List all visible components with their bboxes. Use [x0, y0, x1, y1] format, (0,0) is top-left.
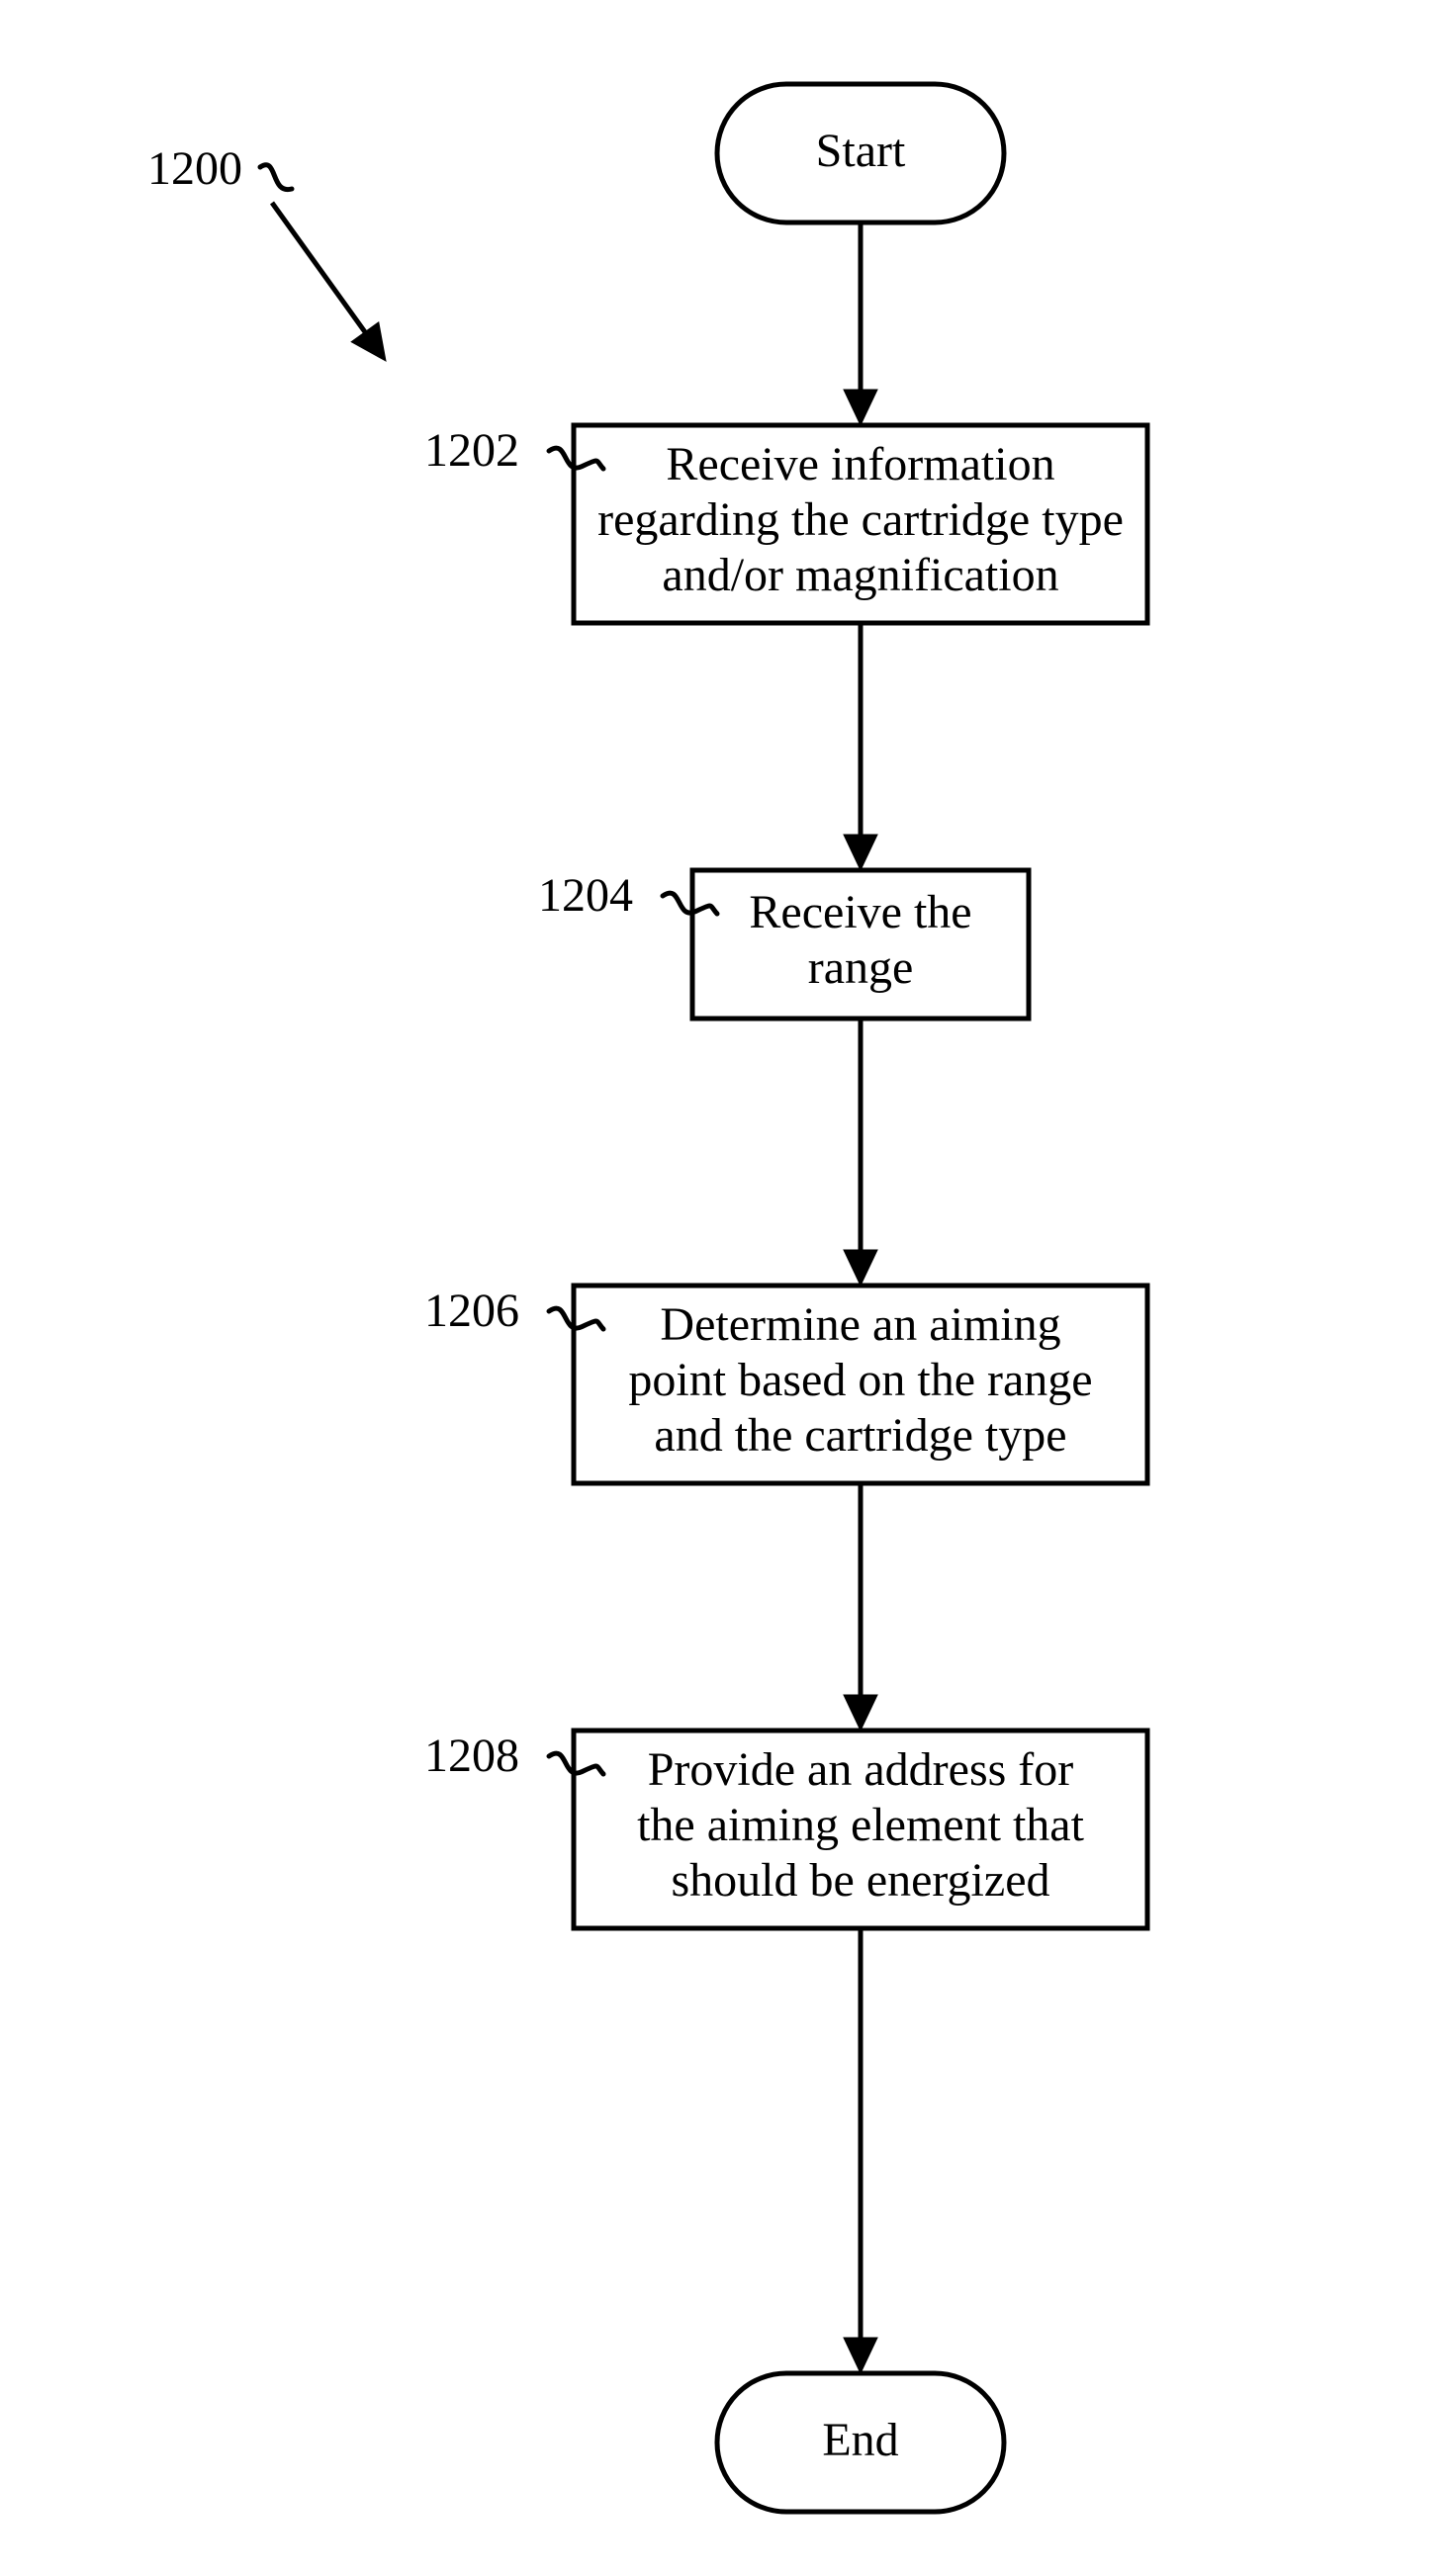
ref-label-1204: 1204	[538, 869, 633, 922]
end-label: End	[822, 2414, 898, 2466]
process-text-1208: Provide an address forthe aiming element…	[637, 1743, 1085, 1907]
figure-ref-arrow-head	[351, 322, 386, 361]
flow-arrow-head	[844, 2338, 877, 2373]
flow-arrow-head	[844, 1695, 877, 1731]
ref-label-1206: 1206	[424, 1285, 519, 1337]
process-text-line: and/or magnification	[662, 549, 1058, 601]
process-text-line: point based on the range	[628, 1354, 1092, 1406]
ref-label-1202: 1202	[424, 424, 519, 477]
start-label: Start	[816, 125, 906, 177]
process-text-line: regarding the cartridge type	[597, 493, 1124, 546]
process-text-line: range	[808, 941, 914, 994]
flow-arrow-head	[844, 1250, 877, 1286]
process-text-1206: Determine an aimingpoint based on the ra…	[628, 1298, 1092, 1462]
flow-arrow-head	[844, 390, 877, 425]
process-text-line: the aiming element that	[637, 1799, 1085, 1851]
process-text-1202: Receive informationregarding the cartrid…	[597, 438, 1124, 601]
process-text-line: Provide an address for	[648, 1743, 1074, 1796]
flow-arrow-head	[844, 835, 877, 870]
process-text-line: Receive the	[749, 886, 971, 938]
process-text-line: Receive information	[666, 438, 1054, 490]
figure-ref-arrow-line	[272, 203, 366, 334]
figure-ref-label: 1200	[147, 142, 242, 195]
process-text-line: Determine an aiming	[660, 1298, 1060, 1351]
process-text-line: should be energized	[672, 1854, 1050, 1907]
ref-label-1208: 1208	[424, 1730, 519, 1782]
process-text-line: and the cartridge type	[654, 1409, 1066, 1462]
figure-ref-leader	[260, 165, 292, 190]
